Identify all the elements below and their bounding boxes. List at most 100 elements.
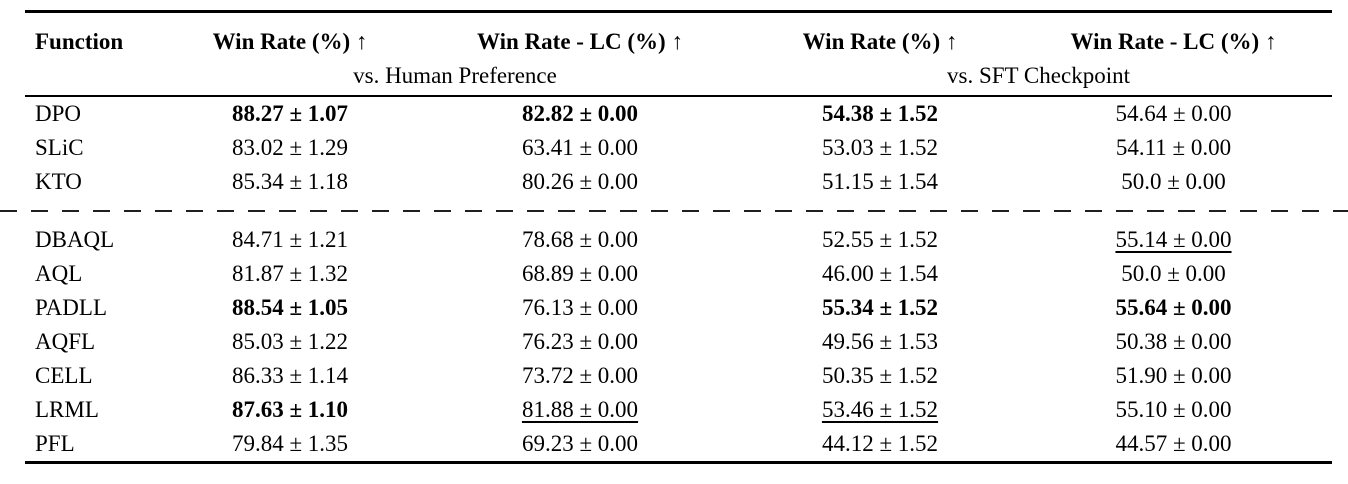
value-text: 88.27 ± 1.07 [231,101,349,126]
table-row: LRML 87.63 ± 1.10 81.88 ± 0.00 53.46 ± 1.52… [25,393,1332,427]
table-row: CELL 86.33 ± 1.14 73.72 ± 0.00 50.35 ± 1.52… [25,359,1332,393]
value-cell: 82.82 ± 0.00 [415,96,745,131]
value-cell: 54.11 ± 0.00 [1015,131,1332,165]
value-cell: 83.02 ± 1.29 [165,131,415,165]
value-cell: 85.34 ± 1.18 [165,165,415,211]
value-text: 50.35 ± 1.52 [821,363,939,388]
value-text: 81.87 ± 1.32 [231,261,349,286]
value-cell: 88.54 ± 1.05 [165,291,415,325]
table-body: DPO 88.27 ± 1.07 82.82 ± 0.00 54.38 ± 1.52 5… [25,96,1332,463]
value-cell: 81.87 ± 1.32 [165,257,415,291]
value-text: 51.15 ± 1.54 [821,169,939,194]
value-text: 73.72 ± 0.00 [521,363,639,388]
value-cell: 50.38 ± 0.00 [1015,325,1332,359]
value-text: 51.90 ± 0.00 [1115,363,1232,388]
value-cell: 46.00 ± 1.54 [745,257,1015,291]
value-cell: 55.10 ± 0.00 [1015,393,1332,427]
value-cell: 78.68 ± 0.00 [415,211,745,257]
table-row: PADLL 88.54 ± 1.05 76.13 ± 0.00 55.34 ± 1.5… [25,291,1332,325]
value-text: 54.38 ± 1.52 [821,101,939,126]
value-text: 78.68 ± 0.00 [521,227,639,252]
value-cell: 81.88 ± 0.00 [415,393,745,427]
value-cell: 51.15 ± 1.54 [745,165,1015,211]
value-text: 55.64 ± 0.00 [1115,295,1232,320]
value-text: 50.0 ± 0.00 [1121,261,1226,286]
table-row: SLiC 83.02 ± 1.29 63.41 ± 0.00 53.03 ± 1.52… [25,131,1332,165]
value-text: 83.02 ± 1.29 [231,135,349,160]
value-cell: 55.34 ± 1.52 [745,291,1015,325]
function-cell: PFL [35,431,75,456]
subheader-row: vs. Human Preference vs. SFT Checkpoint [25,59,1332,96]
value-text: 84.71 ± 1.21 [231,227,349,252]
value-text: 86.33 ± 1.14 [231,363,349,388]
value-cell: 68.89 ± 0.00 [415,257,745,291]
value-cell: 44.57 ± 0.00 [1015,427,1332,463]
value-cell: 50.0 ± 0.00 [1015,257,1332,291]
value-text: 54.64 ± 0.00 [1115,101,1232,126]
value-cell: 80.26 ± 0.00 [415,165,745,211]
header-row: Function Win Rate (%) ↑ Win Rate - LC (%… [25,12,1332,60]
value-text: 88.54 ± 1.05 [231,295,349,320]
value-cell: 50.35 ± 1.52 [745,359,1015,393]
value-text: 49.56 ± 1.53 [821,329,939,354]
value-text: 81.88 ± 0.00 [521,397,639,422]
value-cell: 52.55 ± 1.52 [745,211,1015,257]
table-row: PFL 79.84 ± 1.35 69.23 ± 0.00 44.12 ± 1.52 4… [25,427,1332,463]
value-cell: 76.23 ± 0.00 [415,325,745,359]
value-text: 80.26 ± 0.00 [521,169,639,194]
value-text: 85.34 ± 1.18 [231,169,349,194]
value-text: 46.00 ± 1.54 [821,261,939,286]
column-header-win-rate-lc-hp: Win Rate - LC (%) ↑ [477,29,683,54]
value-text: 52.55 ± 1.52 [821,227,939,252]
function-cell: PADLL [35,295,107,320]
column-header-function: Function [35,29,124,54]
value-cell: 44.12 ± 1.52 [745,427,1015,463]
value-text: 79.84 ± 1.35 [231,431,349,456]
value-text: 69.23 ± 0.00 [521,431,639,456]
table-row: AQFL 85.03 ± 1.22 76.23 ± 0.00 49.56 ± 1.53… [25,325,1332,359]
value-text: 50.0 ± 0.00 [1121,169,1226,194]
value-text: 50.38 ± 0.00 [1115,329,1232,354]
dashed-group-separator [0,210,1348,212]
function-cell: SLiC [35,135,84,160]
table-header: Function Win Rate (%) ↑ Win Rate - LC (%… [25,12,1332,96]
value-cell: 50.0 ± 0.00 [1015,165,1332,211]
value-text: 55.14 ± 0.00 [1115,227,1232,252]
column-header-win-rate-sft: Win Rate (%) ↑ [802,29,958,54]
table-row: AQL 81.87 ± 1.32 68.89 ± 0.00 46.00 ± 1.54 5… [25,257,1332,291]
value-cell: 79.84 ± 1.35 [165,427,415,463]
value-cell: 88.27 ± 1.07 [165,96,415,131]
value-cell: 53.03 ± 1.52 [745,131,1015,165]
value-cell: 73.72 ± 0.00 [415,359,745,393]
table-row: KTO 85.34 ± 1.18 80.26 ± 0.00 51.15 ± 1.54 5… [25,165,1332,211]
function-cell: AQL [35,261,83,286]
function-cell: CELL [35,363,93,388]
value-text: 54.11 ± 0.00 [1115,135,1232,160]
value-cell: 54.64 ± 0.00 [1015,96,1332,131]
value-cell: 51.90 ± 0.00 [1015,359,1332,393]
value-text: 55.34 ± 1.52 [821,295,939,320]
table-row: DPO 88.27 ± 1.07 82.82 ± 0.00 54.38 ± 1.52 5… [25,96,1332,131]
value-cell: 49.56 ± 1.53 [745,325,1015,359]
value-cell: 84.71 ± 1.21 [165,211,415,257]
value-cell: 63.41 ± 0.00 [415,131,745,165]
value-text: 85.03 ± 1.22 [231,329,349,354]
subheader-empty [25,59,165,96]
column-header-win-rate-hp: Win Rate (%) ↑ [212,29,368,54]
function-cell: DBAQL [35,227,115,252]
value-text: 76.23 ± 0.00 [521,329,639,354]
value-cell: 54.38 ± 1.52 [745,96,1015,131]
value-cell: 55.64 ± 0.00 [1015,291,1332,325]
value-cell: 86.33 ± 1.14 [165,359,415,393]
value-text: 53.46 ± 1.52 [821,397,939,422]
results-table: Function Win Rate (%) ↑ Win Rate - LC (%… [25,10,1332,464]
value-cell: 55.14 ± 0.00 [1015,211,1332,257]
subheader-vs-sft-checkpoint: vs. SFT Checkpoint [947,63,1130,88]
value-text: 76.13 ± 0.00 [521,295,639,320]
function-cell: KTO [35,169,82,194]
value-cell: 85.03 ± 1.22 [165,325,415,359]
value-cell: 76.13 ± 0.00 [415,291,745,325]
value-text: 87.63 ± 1.10 [231,397,349,422]
value-cell: 53.46 ± 1.52 [745,393,1015,427]
value-cell: 87.63 ± 1.10 [165,393,415,427]
